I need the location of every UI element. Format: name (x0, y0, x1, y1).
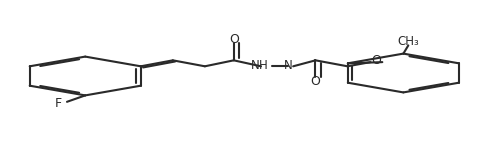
Text: H: H (259, 59, 268, 72)
Text: O: O (229, 33, 239, 46)
Text: N: N (284, 59, 293, 72)
Text: N: N (250, 59, 259, 72)
Text: CH₃: CH₃ (397, 35, 419, 48)
Text: F: F (55, 97, 62, 110)
Text: O: O (372, 54, 381, 67)
Text: O: O (310, 75, 320, 88)
